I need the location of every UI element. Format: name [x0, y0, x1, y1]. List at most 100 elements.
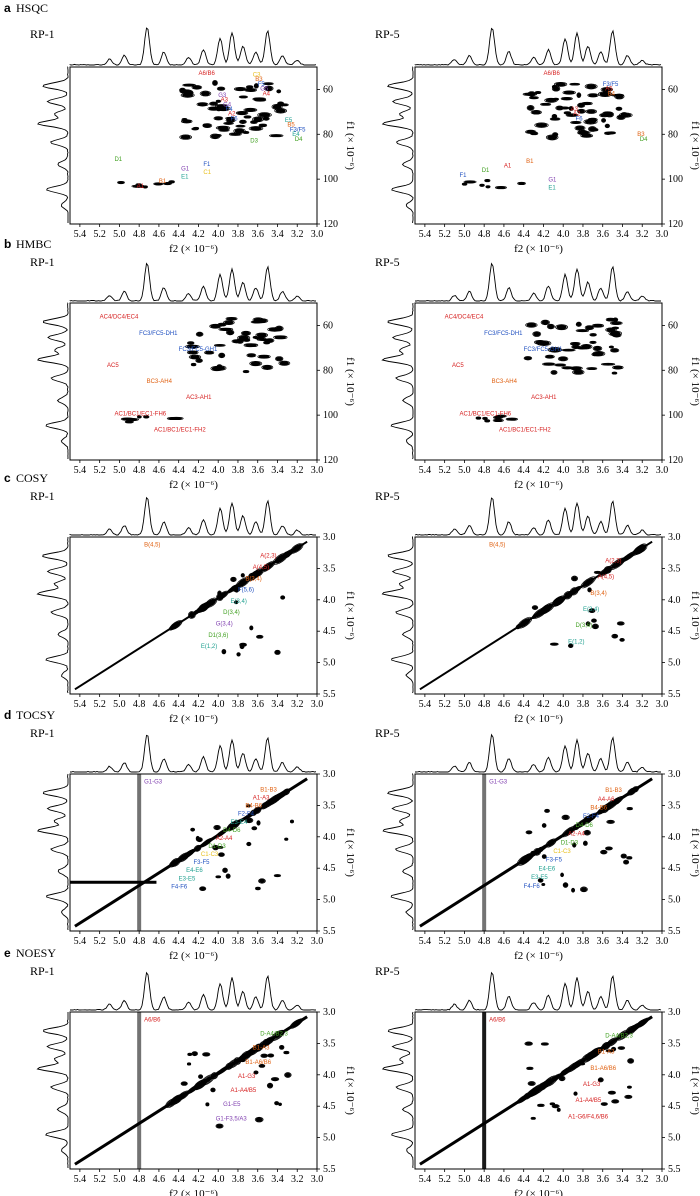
contour-peak [524, 356, 532, 360]
x-axis-label: f2 (× 10⁻⁶) [169, 479, 218, 491]
contour-peak [545, 355, 554, 359]
x-tick-label: 3.0 [656, 1174, 669, 1185]
peak-label: G1-E5 [223, 1102, 241, 1108]
contour-peak [187, 1053, 192, 1056]
peak-label: D-A4/B2,3 [605, 1034, 633, 1040]
contour-peak [636, 1018, 648, 1028]
x-tick-label: 4.6 [153, 465, 166, 476]
peak-label: C3 [253, 72, 261, 78]
contour-peak [592, 128, 598, 132]
x-tick-label: 3.8 [577, 699, 590, 710]
y-tick-label: 80 [323, 365, 333, 376]
y-tick-label: 5.5 [668, 1164, 681, 1175]
x-axis-label: f2 (× 10⁻⁶) [169, 713, 218, 725]
contour-peak [202, 1052, 211, 1057]
contour-peak [579, 1062, 585, 1066]
contour-peak [236, 652, 241, 657]
contour-peak [263, 116, 269, 121]
y-tick-label: 100 [668, 410, 683, 421]
peak-label: A1-G6/F4,6/B6 [568, 1114, 609, 1120]
contour-peak [617, 621, 624, 626]
contour-peak [568, 644, 573, 648]
x-tick-label: 5.0 [113, 936, 126, 947]
peak-label: D(3,6) [576, 623, 593, 629]
x-tick-label: 3.0 [311, 465, 324, 476]
y-axis-label: f1 (× 10⁻⁶) [344, 1066, 356, 1115]
y-axis-label: f1 (× 10⁻⁶) [689, 828, 700, 877]
peak-label: A(2,3) [260, 554, 276, 560]
contour-peak [550, 370, 558, 375]
contour-peak [205, 1102, 210, 1107]
contour-peak [276, 89, 282, 94]
contour-peak [545, 98, 557, 103]
contour-peak [564, 1069, 569, 1074]
peak-label: A4-A6 [598, 797, 615, 803]
contour-peak [256, 820, 261, 826]
contour-peak [211, 1072, 218, 1079]
contour-peak [518, 855, 530, 865]
peak-label: AC1/BC1/EC1-FH2 [154, 427, 206, 433]
y-tick-label: 5.0 [668, 1133, 681, 1144]
contour-peak [254, 1116, 264, 1123]
x-tick-label: 3.2 [636, 699, 649, 710]
peak-label: C1-C3 [553, 849, 571, 855]
contour-peak [197, 837, 203, 842]
peak-label: B1-A6/B6 [245, 1060, 271, 1066]
contour-peak [226, 317, 237, 321]
peak-label: E(1,2) [568, 639, 584, 645]
contour-peak [244, 115, 251, 119]
contour-peak [580, 887, 588, 892]
contour-peak [291, 1019, 302, 1028]
x-axis-label: f2 (× 10⁻⁶) [169, 243, 218, 255]
contour-peak [526, 1066, 533, 1070]
panel-title-tocsy: TOCSY [16, 708, 55, 722]
x-tick-label: 4.0 [557, 936, 570, 947]
contour-peak [608, 1091, 616, 1095]
x-tick-label: 4.0 [212, 699, 225, 710]
contour-peak [584, 83, 598, 90]
contour-peak [577, 329, 588, 332]
contour-peak [126, 418, 138, 421]
x-tick-label: 5.2 [93, 699, 106, 710]
y-axis-label: f1 (× 10⁻⁶) [689, 1066, 700, 1115]
contour-peak [619, 638, 625, 642]
peak-label: AC3-AH1 [531, 395, 557, 401]
contour-peak [228, 1059, 238, 1068]
peak-label: A1 [137, 184, 145, 190]
spectrum-tocsy-rp-5: RP-5 5.4 5.2 5.0 4.8 4.6 4.4 4.2 4.0 3.8 3.6 3.4 3.2… [375, 726, 700, 962]
contour-peaks [419, 1012, 653, 1169]
contour-peak [532, 605, 538, 610]
peak-labels: A6/B6 F6 A4 D4 A2 G5 E4 F4 F5 F3/F5 G4 B3 B5 A3 C3 E5 G3… [114, 71, 306, 190]
y-axis-label: f1 (× 10⁻⁶) [344, 828, 356, 877]
contour-peak [216, 86, 226, 91]
peak-label: A3 [571, 107, 579, 113]
contour-peak [239, 120, 246, 124]
contour-peak [571, 576, 578, 581]
x-tick-label: 4.6 [498, 699, 511, 710]
water-stripe [137, 1012, 142, 1169]
contour-peak [180, 135, 191, 140]
x-tick-label: 5.4 [74, 229, 87, 240]
y-tick-label: 5.5 [323, 1164, 336, 1175]
contour-peak [246, 804, 251, 808]
contour-peak [256, 820, 261, 826]
contour-peak [572, 369, 585, 375]
y-tick-label: 100 [323, 410, 338, 421]
x-axis-label: f2 (× 10⁻⁶) [514, 950, 563, 962]
contour-peak [544, 1076, 557, 1086]
x-tick-label: 4.6 [153, 699, 166, 710]
x-tick-label: 5.2 [93, 229, 106, 240]
contour-peak [607, 820, 614, 824]
x-tick-label: 5.2 [438, 465, 451, 476]
contour-peak [607, 1038, 617, 1046]
projection-f2 [414, 497, 662, 536]
peak-label: AC5 [107, 363, 119, 369]
x-tick-label: 4.8 [478, 465, 491, 476]
peak-label: E3-E4 [231, 820, 248, 826]
contour-peak [167, 1100, 175, 1106]
contour-peak [201, 838, 212, 847]
peak-label: G1 [548, 178, 557, 184]
contour-peak [601, 118, 606, 123]
x-tick-label: 4.4 [517, 1174, 530, 1185]
contour-peak [209, 133, 221, 140]
